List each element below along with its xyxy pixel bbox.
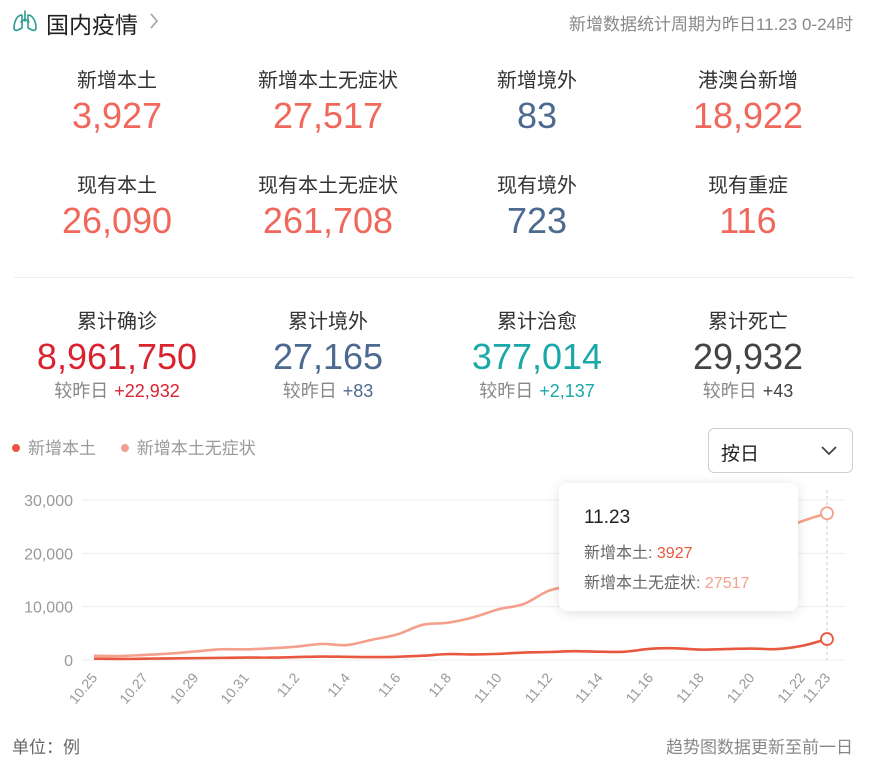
chart-tooltip: 11.23 新增本土: 3927 新增本土无症状: 27517 [559,483,798,611]
legend-dot [12,443,20,452]
stat-value: 83 [516,95,558,136]
y-tick-label: 20,000 [24,546,73,563]
tooltip-row-new-local: 新增本土: 3927 [584,539,693,563]
delta-label: 较昨日 [479,381,534,401]
y-tick-label: 30,000 [24,493,73,510]
legend-item-new-local-asymptomatic[interactable]: 新增本土无症状 [120,434,256,459]
stat-value: 18,922 [692,95,804,136]
chevron-down-icon [821,446,837,456]
stat-cumulative-cured: 累计治愈 377,014 较昨日 +2,137 [432,309,642,403]
stat-value: 723 [506,200,568,241]
stats-period: 新增数据统计周期为昨日11.23 0-24时 [568,15,853,34]
x-tick-label: 11.10 [471,669,505,705]
period-select-value: 按日 [721,444,760,465]
stat-cumulative-imported: 累计境外 27,165 较昨日 +83 [223,309,433,403]
tooltip-value: 27517 [704,575,750,592]
x-tick-label: 11.14 [572,669,606,705]
stat-current-severe: 现有重症 116 [643,173,853,243]
page-title[interactable]: 国内疫情 [46,12,138,38]
stat-label: 新增本土 [77,70,157,92]
tooltip-date: 11.23 [584,507,631,528]
stat-new-local: 新增本土 3,927 [12,68,222,138]
period-select[interactable]: 按日 [708,428,853,473]
stat-value: 3,927 [71,95,163,136]
stat-current-local: 现有本土 26,090 [12,173,222,243]
lung-icon [13,10,37,32]
stat-label: 累计治愈 [497,311,577,333]
stat-label: 现有境外 [497,175,577,197]
x-tick-label: 10.31 [217,669,252,706]
delta-label: 较昨日 [702,381,757,401]
x-tick-label: 11.6 [374,669,403,700]
stat-value: 27,517 [272,95,384,136]
x-tick-label: 10.29 [167,669,202,706]
x-tick-label: 11.2 [273,669,302,700]
tooltip-value: 3927 [656,545,693,562]
stat-cumulative-deaths: 累计死亡 29,932 较昨日 +43 [643,309,853,403]
tooltip-label: 新增本土: [584,545,653,562]
stat-delta: 较昨日 +43 [643,379,853,403]
divider [14,277,854,278]
stat-value: 261,708 [262,200,394,241]
delta-label: 较昨日 [54,381,109,401]
legend-dot [120,443,129,452]
stat-new-imported: 新增境外 83 [432,68,642,138]
stat-delta: 较昨日 +22,932 [12,379,222,403]
y-tick-label: 0 [64,653,73,670]
x-tick-label: 11.4 [324,669,353,700]
stat-new-local-asymptomatic: 新增本土无症状 27,517 [223,68,433,138]
stat-label: 新增本土无症状 [258,70,398,92]
stat-delta: 较昨日 +2,137 [432,379,642,403]
stat-value: 8,961,750 [36,336,198,377]
x-tick-label: 11.23 [799,669,833,705]
stat-value: 29,932 [692,336,804,377]
tooltip-label: 新增本土无症状: [584,575,701,592]
stat-label: 累计死亡 [708,311,788,333]
stat-label: 累计境外 [288,311,368,333]
stat-label: 新增境外 [497,70,577,92]
x-tick-label: 11.16 [622,669,656,705]
tooltip-row-new-local-asymptomatic: 新增本土无症状: 27517 [584,569,749,593]
unit-label: 单位：例 [12,738,80,757]
stat-value: 27,165 [272,336,384,377]
header: 国内疫情 新增数据统计周期为昨日11.23 0-24时 [0,0,871,44]
stat-current-imported: 现有境外 723 [432,173,642,243]
stat-cumulative-confirmed: 累计确诊 8,961,750 较昨日 +22,932 [12,309,222,403]
legend-label: 新增本土无症状 [136,439,256,458]
delta-value: +43 [762,381,794,401]
legend-label: 新增本土 [28,439,96,458]
stat-label: 现有本土无症状 [258,175,398,197]
x-tick-label: 11.18 [673,669,707,705]
x-tick-label: 11.8 [425,669,454,700]
stat-value: 26,090 [61,200,173,241]
x-tick-label: 11.22 [774,669,808,705]
chart-legend: 新增本土 新增本土无症状 [12,434,276,460]
stat-label: 港澳台新增 [698,70,798,92]
delta-label: 较昨日 [282,381,337,401]
trend-chart[interactable]: 0 10,000 20,000 30,000 10.25 10.27 10.29 10.31 1… [0,470,871,730]
delta-value: +83 [342,381,374,401]
stat-value: 377,014 [471,336,603,377]
x-tick-label: 11.20 [723,669,757,705]
x-tick-label: 10.27 [116,669,151,706]
data-point-new-local-latest [820,632,834,646]
x-tick-label: 11.12 [521,669,555,705]
chevron-right-icon[interactable] [148,11,160,31]
stat-label: 累计确诊 [77,311,157,333]
data-point-new-local-asymptomatic-latest [820,506,834,521]
delta-value: +2,137 [539,381,595,401]
stat-value: 116 [719,200,777,241]
stat-current-local-asymptomatic: 现有本土无症状 261,708 [223,173,433,243]
y-tick-label: 10,000 [24,600,73,617]
stat-new-hk-macau-taiwan: 港澳台新增 18,922 [643,68,853,138]
stat-delta: 较昨日 +83 [223,379,433,403]
delta-value: +22,932 [114,381,180,401]
legend-item-new-local[interactable]: 新增本土 [12,434,96,459]
x-tick-label: 10.25 [66,669,101,706]
series-line-new-local [93,637,828,661]
stat-label: 现有重症 [708,175,788,197]
update-note: 趋势图数据更新至前一日 [666,738,853,757]
stat-label: 现有本土 [77,175,157,197]
